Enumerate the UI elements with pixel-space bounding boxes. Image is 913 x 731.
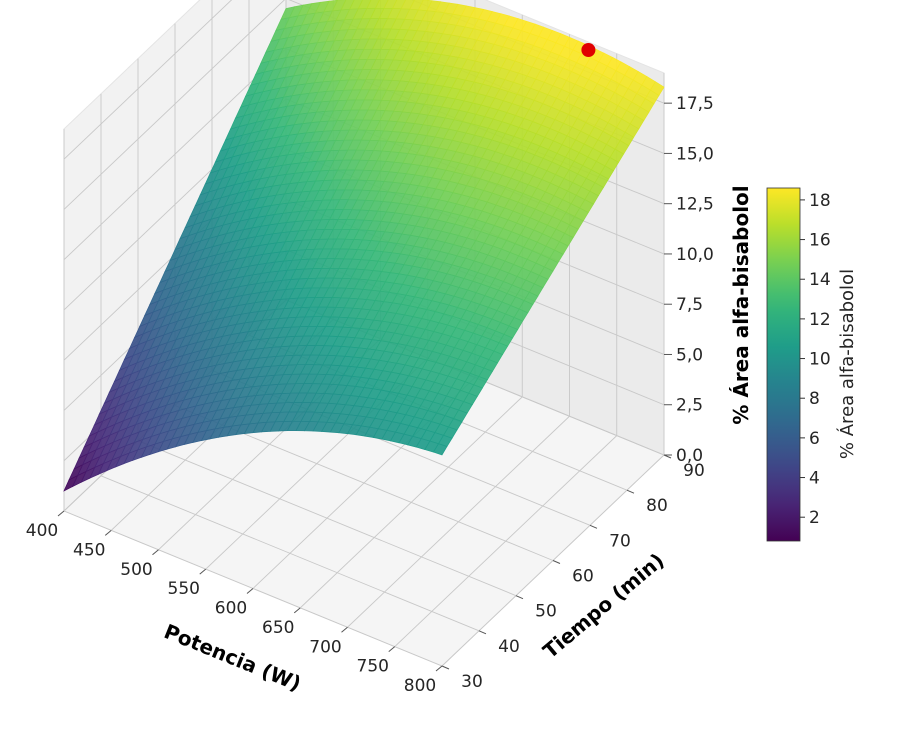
- grid-line: [63, 0, 233, 160]
- y-tick-label: 70: [609, 531, 631, 551]
- y-tick-label: 50: [535, 602, 557, 622]
- x-tick: [57, 510, 65, 517]
- colorbar-gradient: [766, 187, 801, 542]
- y-tick: [626, 489, 635, 494]
- z-tick-label: 17,5: [676, 94, 714, 114]
- colorbar-label: % Área alfa-bisabolol: [836, 269, 858, 459]
- z-tick-label: 0,0: [676, 446, 703, 466]
- z-tick-label: 10,0: [676, 245, 714, 265]
- x-tick-label: 650: [262, 618, 294, 638]
- x-tick: [341, 626, 348, 633]
- y-tick: [589, 524, 598, 529]
- optimum-point: [581, 43, 596, 57]
- x-tick-label: 400: [26, 521, 58, 541]
- optimum-marker: [581, 43, 596, 57]
- x-tick-label: 750: [357, 657, 389, 677]
- surface-patch: [432, 443, 448, 456]
- grid-line: [63, 48, 287, 261]
- z-axis-label: % Área alfa-bisabolol: [729, 185, 753, 424]
- colorbar-tick-label: 6: [809, 429, 820, 449]
- grid-line: [137, 440, 517, 597]
- y-tick-label: 90: [683, 461, 705, 481]
- colorbar: 2 4 6 8 10 12 14 16 18 % Área alfa-bisabolol: [766, 187, 858, 542]
- x-tick-label: 550: [168, 579, 200, 599]
- colorbar-tick-label: 2: [809, 508, 820, 528]
- z-tick-label: 15,0: [676, 144, 714, 164]
- colorbar-tick-label: 10: [809, 350, 831, 370]
- x-tick: [246, 588, 254, 594]
- y-tick-label: 40: [498, 637, 520, 657]
- y-tick: [441, 665, 450, 670]
- z-tick-label: 7,5: [676, 295, 703, 315]
- y-tick-label: 30: [461, 672, 483, 692]
- colorbar-tick-label: 8: [809, 389, 820, 409]
- colorbar-tick-label: 16: [809, 231, 831, 251]
- colorbar-tick-label: 18: [809, 191, 831, 211]
- colorbar-tick-label: 14: [809, 270, 831, 290]
- x-tick: [199, 568, 207, 575]
- response-surface: [63, 0, 665, 492]
- z-tick-label: 2,5: [676, 396, 703, 416]
- y-tick: [552, 560, 561, 564]
- x-tick-label: 600: [215, 599, 247, 619]
- colorbar-tick-label: 12: [809, 310, 831, 330]
- x-tick: [152, 549, 159, 556]
- grid-line: [63, 0, 285, 210]
- z-tick-label: 12,5: [676, 195, 714, 215]
- y-tick-label: 80: [646, 496, 668, 516]
- colorbar-tick-label: 4: [809, 469, 820, 489]
- x-tick: [293, 607, 301, 614]
- x-tick-label: 450: [73, 540, 105, 560]
- y-tick-label: 60: [572, 567, 594, 587]
- x-tick: [104, 529, 112, 536]
- y-tick: [478, 630, 487, 635]
- x-tick: [435, 665, 443, 672]
- x-tick: [388, 646, 396, 653]
- x-tick-label: 700: [309, 637, 341, 657]
- grid-line: [100, 475, 480, 632]
- y-tick: [515, 595, 524, 600]
- x-tick-label: 500: [120, 560, 152, 580]
- x-tick-label: 800: [404, 676, 436, 696]
- y-axis-label: Tiempo (min): [538, 548, 668, 663]
- z-tick-label: 5,0: [676, 345, 703, 365]
